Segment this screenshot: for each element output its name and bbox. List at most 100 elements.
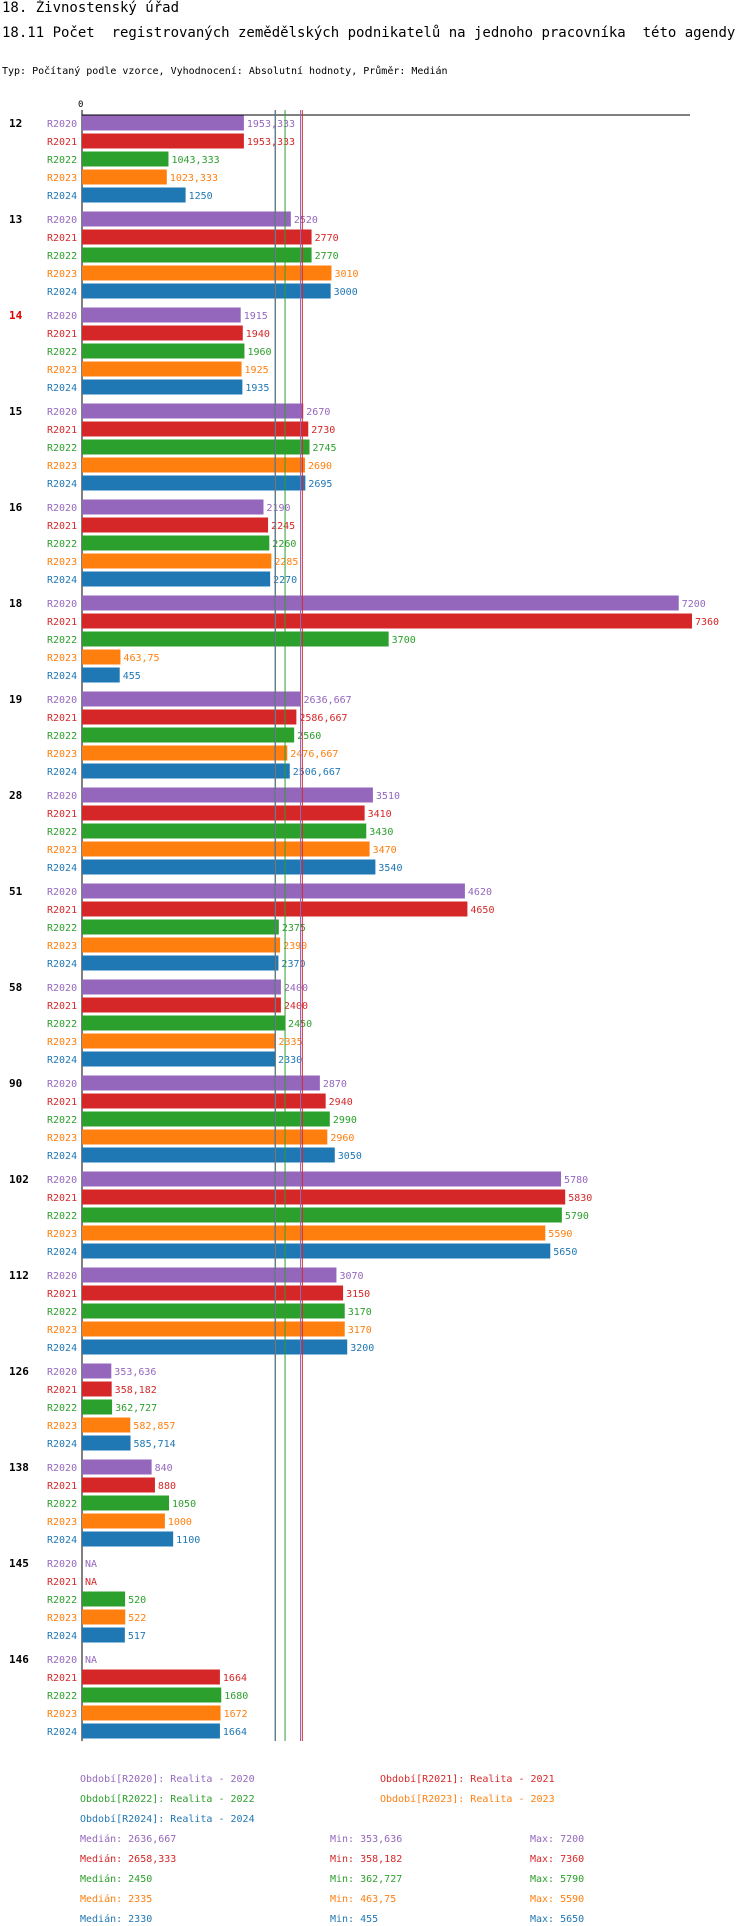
value-label-51-R2021: 4650 [470, 905, 494, 916]
value-label-126-R2024: 585,714 [134, 1439, 176, 1450]
series-label-102-R2023: R2023 [47, 1229, 77, 1240]
bar-15-R2024 [82, 475, 306, 491]
value-label-138-R2020: 840 [155, 1463, 173, 1474]
series-label-16-R2022: R2022 [47, 539, 77, 550]
series-label-146-R2022: R2022 [47, 1691, 77, 1702]
value-label-18-R2023: 463,75 [123, 653, 159, 664]
bar-112-R2021 [82, 1285, 344, 1301]
series-label-58-R2024: R2024 [47, 1055, 77, 1066]
value-label-58-R2024: 2330 [278, 1055, 302, 1066]
value-label-19-R2023: 2476,667 [290, 749, 338, 760]
series-label-15-R2023: R2023 [47, 461, 77, 472]
stat-median-R2021: Medián: 2658,333 [80, 1853, 176, 1865]
value-label-102-R2021: 5830 [568, 1193, 592, 1204]
value-label-14-R2020: 1915 [244, 311, 268, 322]
series-label-138-R2023: R2023 [47, 1517, 77, 1528]
series-label-90-R2024: R2024 [47, 1151, 77, 1162]
value-label-18-R2022: 3700 [392, 635, 416, 646]
value-label-18-R2024: 455 [123, 671, 141, 682]
bar-14-R2024 [82, 379, 243, 395]
bar-12-R2021 [82, 133, 244, 149]
bar-18-R2024 [82, 667, 120, 683]
bar-13-R2022 [82, 247, 312, 263]
bar-16-R2022 [82, 535, 270, 551]
series-label-12-R2024: R2024 [47, 191, 77, 202]
value-label-15-R2020: 2670 [306, 407, 330, 418]
legend-item-R2021: Období[R2021]: Realita - 2021 [380, 1773, 555, 1785]
value-label-14-R2022: 1960 [247, 347, 271, 358]
series-label-28-R2020: R2020 [47, 791, 77, 802]
group-label-102: 102 [9, 1173, 29, 1186]
bar-146-R2023 [82, 1705, 221, 1721]
value-label-145-R2022: 520 [128, 1595, 146, 1606]
bar-146-R2024 [82, 1723, 220, 1739]
bar-28-R2022 [82, 823, 367, 839]
bar-90-R2020 [82, 1075, 320, 1091]
value-label-90-R2022: 2990 [333, 1115, 357, 1126]
series-label-18-R2024: R2024 [47, 671, 77, 682]
value-label-145-R2024: 517 [128, 1631, 146, 1642]
value-label-112-R2020: 3070 [339, 1271, 363, 1282]
value-label-126-R2021: 358,182 [115, 1385, 157, 1396]
value-label-19-R2024: 2506,667 [293, 767, 341, 778]
bar-51-R2020 [82, 883, 465, 899]
bar-13-R2023 [82, 265, 332, 281]
series-label-18-R2023: R2023 [47, 653, 77, 664]
group-label-13: 13 [9, 213, 22, 226]
bar-102-R2021 [82, 1189, 566, 1205]
stat-max-R2024: Max: 5650 [530, 1914, 584, 1925]
bar-126-R2020 [82, 1363, 112, 1379]
bar-13-R2021 [82, 229, 312, 245]
value-label-18-R2021: 7360 [695, 617, 719, 628]
value-label-13-R2023: 3010 [334, 269, 358, 280]
series-label-18-R2022: R2022 [47, 635, 77, 646]
bar-18-R2021 [82, 613, 692, 629]
series-label-102-R2021: R2021 [47, 1193, 77, 1204]
stat-max-R2021: Max: 7360 [530, 1854, 584, 1865]
value-label-126-R2022: 362,727 [115, 1403, 157, 1414]
bar-112-R2020 [82, 1267, 337, 1283]
bar-145-R2024 [82, 1627, 125, 1643]
series-label-12-R2021: R2021 [47, 137, 77, 148]
value-label-51-R2020: 4620 [468, 887, 492, 898]
value-label-28-R2022: 3430 [369, 827, 393, 838]
series-label-90-R2020: R2020 [47, 1079, 77, 1090]
series-label-126-R2022: R2022 [47, 1403, 77, 1414]
group-label-19: 19 [9, 693, 22, 706]
series-label-146-R2023: R2023 [47, 1709, 77, 1720]
chart-info: Typ: Počítaný podle vzorce, Vyhodnocení:… [2, 66, 448, 77]
bar-12-R2024 [82, 187, 186, 203]
bar-19-R2023 [82, 745, 288, 761]
series-label-16-R2024: R2024 [47, 575, 77, 586]
value-label-138-R2024: 1100 [176, 1535, 200, 1546]
bar-12-R2023 [82, 169, 167, 185]
value-label-16-R2023: 2285 [274, 557, 298, 568]
value-label-12-R2024: 1250 [189, 191, 213, 202]
series-label-112-R2022: R2022 [47, 1307, 77, 1318]
series-label-14-R2023: R2023 [47, 365, 77, 376]
value-label-19-R2021: 2586,667 [299, 713, 347, 724]
series-label-138-R2022: R2022 [47, 1499, 77, 1510]
bar-51-R2023 [82, 937, 281, 953]
value-label-16-R2022: 2260 [272, 539, 296, 550]
series-label-90-R2023: R2023 [47, 1133, 77, 1144]
series-label-51-R2022: R2022 [47, 923, 77, 934]
series-label-12-R2023: R2023 [47, 173, 77, 184]
bar-16-R2023 [82, 553, 272, 569]
value-label-12-R2021: 1953,333 [247, 137, 295, 148]
bar-145-R2022 [82, 1591, 126, 1607]
stat-min-R2022: Min: 362,727 [330, 1874, 402, 1885]
group-label-28: 28 [9, 789, 22, 802]
bar-18-R2020 [82, 595, 679, 611]
series-label-145-R2022: R2022 [47, 1595, 77, 1606]
value-label-138-R2022: 1050 [172, 1499, 196, 1510]
series-label-102-R2020: R2020 [47, 1175, 77, 1186]
value-label-146-R2020: NA [85, 1655, 97, 1666]
bar-51-R2022 [82, 919, 279, 935]
series-label-51-R2021: R2021 [47, 905, 77, 916]
bar-58-R2024 [82, 1051, 276, 1067]
series-label-28-R2023: R2023 [47, 845, 77, 856]
series-label-13-R2022: R2022 [47, 251, 77, 262]
group-label-58: 58 [9, 981, 22, 994]
bar-15-R2021 [82, 421, 309, 437]
